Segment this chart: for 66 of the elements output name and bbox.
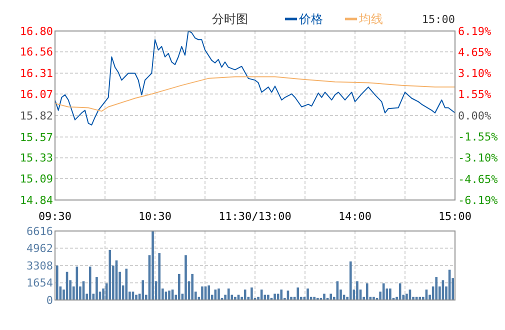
- y-tick-label: 1654: [26, 276, 54, 290]
- x-tick-label: 14:00: [338, 210, 372, 223]
- bar: [152, 231, 154, 300]
- bar: [125, 268, 128, 300]
- bar: [168, 290, 170, 300]
- x-tick-label: 15:00: [438, 210, 472, 223]
- bar: [435, 277, 438, 300]
- bar: [244, 290, 246, 300]
- chart-title: 分时图: [212, 12, 248, 26]
- y2-tick-label: 3.10%: [458, 67, 492, 80]
- line-series: [54, 30, 456, 126]
- bar: [184, 255, 187, 300]
- bar: [142, 280, 144, 300]
- y2-tick-label: -1.55%: [458, 130, 498, 144]
- bar: [96, 277, 98, 300]
- bar: [201, 286, 204, 300]
- bar: [366, 283, 368, 300]
- bar: [88, 266, 92, 300]
- y-tick-label: 14.84: [20, 194, 54, 207]
- legend-label: 价格: [298, 12, 323, 26]
- y2-tick-label: -3.10%: [458, 152, 498, 165]
- bar: [135, 294, 138, 300]
- x-tick-label: 11:30/13:00: [218, 210, 292, 223]
- text: 15:00: [422, 13, 455, 26]
- y-tick-label: 15.82: [20, 109, 53, 122]
- bar: [306, 288, 309, 300]
- y2-tick-label: 1.55%: [458, 88, 492, 102]
- bar: [382, 283, 385, 300]
- y2-tick-label: 6.19%: [458, 24, 492, 38]
- bar: [191, 274, 194, 300]
- bar: [56, 266, 58, 300]
- y2-tick-label: 4.65%: [458, 46, 492, 59]
- y-tick-label: 15.09: [20, 172, 53, 186]
- y-tick-label: 15.57: [20, 130, 53, 144]
- bar: [218, 288, 220, 300]
- line-series: [54, 76, 456, 112]
- bar: [330, 294, 332, 300]
- y-tick-label: 4962: [26, 242, 53, 256]
- bar: [208, 285, 210, 300]
- y-tick-label: 3308: [26, 259, 53, 272]
- bar: [389, 288, 392, 300]
- y-tick-label: 6616: [26, 224, 53, 238]
- bar: [296, 287, 300, 300]
- bar: [227, 288, 230, 300]
- bar: [406, 294, 408, 300]
- x-tick-label: 10:30: [138, 210, 172, 223]
- bar: [323, 294, 326, 300]
- bar: [250, 287, 253, 300]
- bar: [280, 290, 283, 300]
- y-tick-label: 16.80: [20, 24, 53, 38]
- y-tick-label: 16.31: [20, 67, 53, 80]
- y-tick-label: 0: [46, 294, 53, 307]
- bar: [274, 294, 276, 300]
- y-tick-label: 16.07: [20, 88, 53, 101]
- y-tick-label: 16.56: [20, 46, 53, 59]
- y2-tick-label: -6.19%: [458, 194, 498, 207]
- legend-label: 均线: [358, 12, 383, 26]
- bar: [349, 261, 352, 300]
- bar: [356, 281, 358, 300]
- bar: [267, 294, 270, 300]
- bar: [178, 274, 180, 300]
- y2-tick-label: -4.65%: [458, 172, 498, 186]
- x-tick-label: 09:30: [38, 210, 72, 223]
- bar: [158, 253, 161, 300]
- y-tick-label: 15.33: [20, 152, 53, 165]
- y2-tick-label: 0.00%: [458, 109, 492, 122]
